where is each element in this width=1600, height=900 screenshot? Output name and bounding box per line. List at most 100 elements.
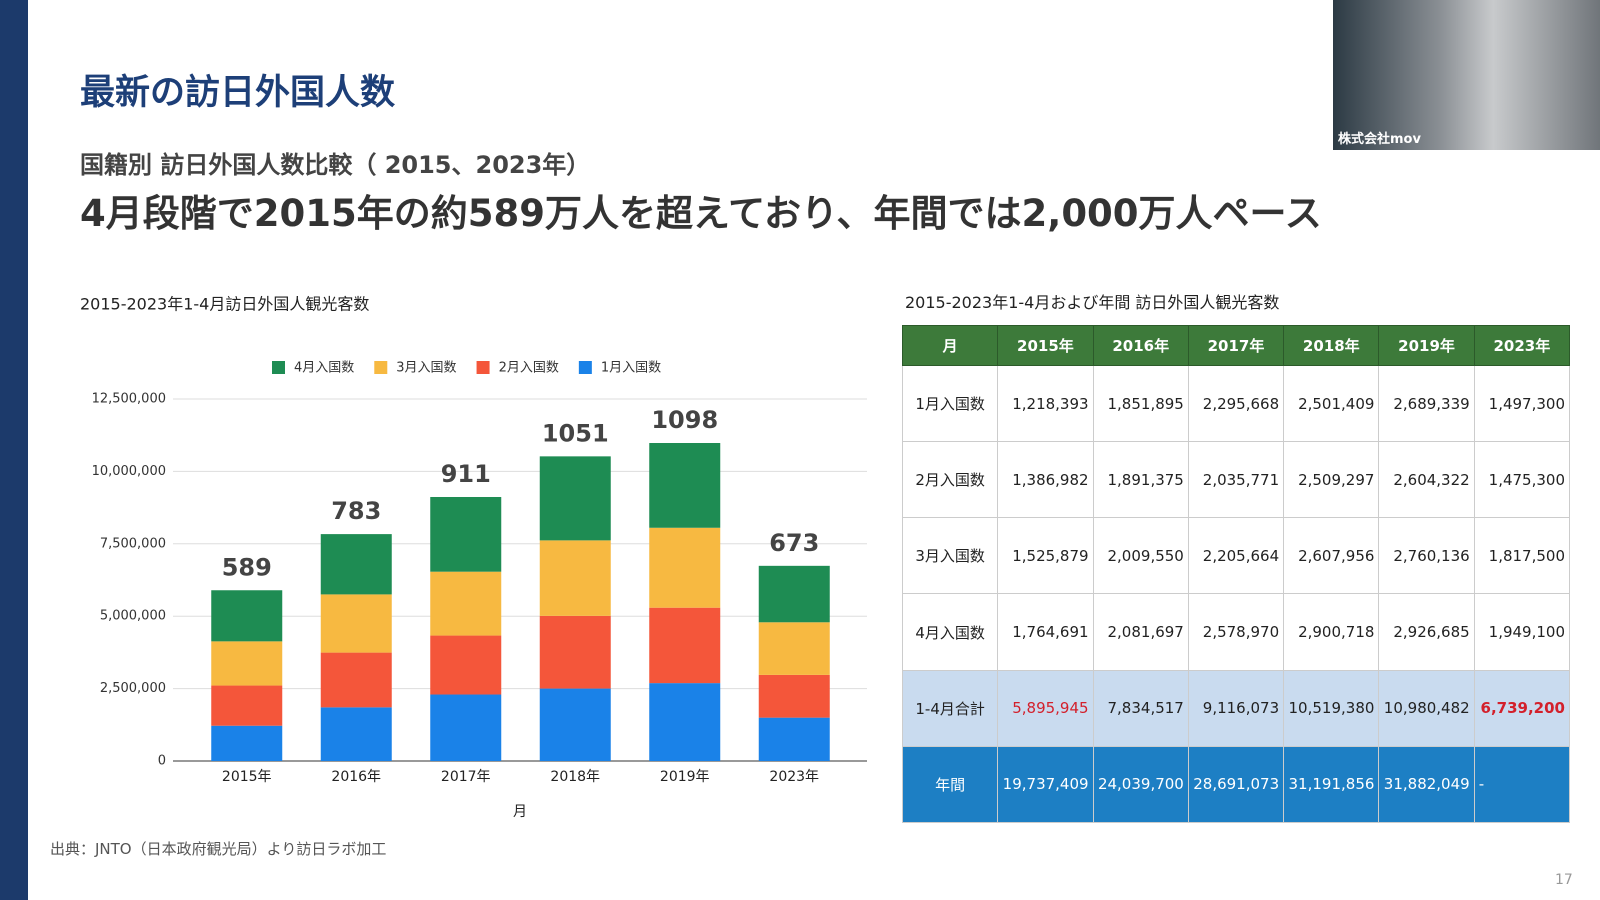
header-cell: 2016年 bbox=[1092, 325, 1189, 366]
total-label: 1051 bbox=[542, 419, 609, 447]
bar-segment bbox=[430, 694, 502, 761]
bar-segment bbox=[320, 707, 392, 761]
table-cell: 2,689,339 bbox=[1378, 364, 1475, 443]
x-tick-label: 2019年 bbox=[660, 769, 710, 785]
legend-swatch bbox=[476, 361, 490, 374]
x-axis-label: 月 bbox=[513, 804, 527, 820]
data-table: 月 2015年 2016年 2017年 2018年 2019年 2023年 1月入国数 1,21… bbox=[901, 325, 1571, 824]
headline: 4月段階で2015年の約589万人を超えており、年間では2,000万人ペース bbox=[80, 192, 1322, 235]
side-bar bbox=[0, 0, 28, 900]
x-tick-label: 2016年 bbox=[331, 769, 381, 785]
bar-segment bbox=[758, 565, 830, 623]
table-cell: 3月入国数 bbox=[901, 517, 999, 595]
header-cell: 2019年 bbox=[1378, 325, 1475, 366]
y-tick-label: 5,000,000 bbox=[100, 609, 166, 624]
table-cell: 1,497,300 bbox=[1473, 364, 1571, 443]
table-cell: 1,525,879 bbox=[997, 517, 1094, 595]
table-cell: 2,900,718 bbox=[1283, 593, 1380, 671]
table-cell: 28,691,073 bbox=[1187, 745, 1285, 824]
x-tick-label: 2018年 bbox=[550, 769, 600, 785]
legend-label: 4月入国数 bbox=[294, 361, 354, 376]
y-tick-label: 2,500,000 bbox=[100, 681, 166, 696]
table-cell: 1,475,300 bbox=[1473, 441, 1571, 519]
legend-swatch bbox=[578, 361, 592, 374]
bar-segment bbox=[539, 615, 611, 689]
bar-segment bbox=[758, 717, 830, 761]
bar-segment bbox=[649, 683, 721, 761]
table-cell: 2,295,668 bbox=[1187, 364, 1285, 443]
table-cell: - bbox=[1473, 745, 1571, 824]
bar-segment bbox=[649, 607, 721, 684]
bar-segment bbox=[649, 527, 721, 608]
header-cell: 2015年 bbox=[997, 325, 1094, 366]
table-row: 3月入国数 1,525,879 2,009,550 2,205,664 2,607,95… bbox=[901, 517, 1571, 595]
y-tick-label: 10,000,000 bbox=[92, 464, 166, 479]
legend-label: 3月入国数 bbox=[396, 361, 456, 376]
total-label: 783 bbox=[331, 497, 381, 525]
legend-label: 1月入国数 bbox=[601, 361, 661, 376]
slide-subtitle: 国籍別 訪日外国人数比較（ 2015、2023年） bbox=[80, 151, 591, 179]
bar-segment bbox=[649, 443, 721, 528]
video-feed bbox=[1333, 0, 1600, 150]
bar-segment bbox=[320, 652, 392, 708]
table-cell: 5,895,945 bbox=[997, 669, 1094, 747]
total-label: 1098 bbox=[651, 406, 718, 434]
table-cell: 10,519,380 bbox=[1283, 669, 1380, 747]
total-label: 673 bbox=[769, 529, 819, 557]
bar-segment bbox=[211, 590, 283, 642]
table-cell: 6,739,200 bbox=[1473, 669, 1571, 747]
table-row: 2月入国数 1,386,982 1,891,375 2,035,771 2,509,29… bbox=[901, 441, 1571, 519]
table-cell: 2,009,550 bbox=[1092, 517, 1189, 595]
header-cell: 2023年 bbox=[1473, 325, 1571, 366]
page-number: 17 bbox=[1555, 872, 1573, 888]
x-tick-label: 2017年 bbox=[441, 769, 491, 785]
x-tick-label: 2023年 bbox=[769, 769, 819, 785]
total-label: 911 bbox=[441, 460, 491, 488]
table-cell: 2,035,771 bbox=[1187, 441, 1285, 519]
x-tick-label: 2015年 bbox=[222, 769, 272, 785]
table-header-row: 月 2015年 2016年 2017年 2018年 2019年 2023年 bbox=[901, 325, 1571, 366]
table-cell: 1,386,982 bbox=[997, 441, 1094, 519]
header-cell: 2018年 bbox=[1283, 325, 1380, 366]
bar-segment bbox=[758, 622, 830, 675]
table-cell: 1,764,691 bbox=[997, 593, 1094, 671]
slide-title: 最新の訪日外国人数 bbox=[80, 73, 396, 113]
table-cell: 年間 bbox=[901, 745, 999, 824]
bar-segment bbox=[320, 534, 392, 595]
table-cell: 19,737,409 bbox=[997, 745, 1094, 824]
video-caption: 株式会社mov bbox=[1338, 132, 1421, 147]
table-row: 1-4月合計 5,895,945 7,834,517 9,116,073 10,519,… bbox=[901, 669, 1571, 747]
table-cell: 2,760,136 bbox=[1378, 517, 1475, 595]
y-tick-label: 7,500,000 bbox=[100, 536, 166, 551]
table-title: 2015-2023年1-4月および年間 訪日外国人観光客数 bbox=[905, 293, 1280, 312]
table-cell: 2月入国数 bbox=[901, 441, 999, 519]
table-cell: 2,501,409 bbox=[1283, 364, 1380, 443]
chart: 2015-2023年1-4月訪日外国人観光客数 月 0 2,500,000 5,00… bbox=[80, 295, 867, 820]
legend-swatch bbox=[272, 361, 285, 374]
bar-segment bbox=[539, 540, 611, 616]
bar-segment bbox=[430, 571, 502, 636]
table-cell: 1,891,375 bbox=[1092, 441, 1189, 519]
source-note: 出典：JNTO（日本政府観光局）より訪日ラボ加工 bbox=[50, 840, 387, 858]
table-cell: 2,578,970 bbox=[1187, 593, 1285, 671]
table-cell: 7,834,517 bbox=[1092, 669, 1189, 747]
table-cell: 1,218,393 bbox=[997, 364, 1094, 443]
bar-segment bbox=[758, 674, 830, 718]
chart-title: 2015-2023年1-4月訪日外国人観光客数 bbox=[80, 295, 369, 314]
header-cell: 2017年 bbox=[1187, 325, 1285, 366]
table-cell: 1-4月合計 bbox=[901, 669, 999, 747]
bar-segment bbox=[539, 688, 611, 761]
table-cell: 2,604,322 bbox=[1378, 441, 1475, 519]
bar-segment bbox=[211, 725, 283, 761]
table-cell: 24,039,700 bbox=[1092, 745, 1189, 824]
header-cell: 月 bbox=[901, 325, 999, 366]
table-cell: 31,191,856 bbox=[1283, 745, 1380, 824]
table-cell: 2,081,697 bbox=[1092, 593, 1189, 671]
table-cell: 1,817,500 bbox=[1473, 517, 1571, 595]
table-row: 4月入国数 1,764,691 2,081,697 2,578,970 2,900,71… bbox=[901, 593, 1571, 671]
bar-segment bbox=[430, 496, 502, 572]
table-cell: 4月入国数 bbox=[901, 593, 999, 671]
bar-segment bbox=[211, 641, 283, 686]
bar-segment bbox=[539, 456, 611, 541]
legend-label: 2月入国数 bbox=[499, 361, 559, 376]
